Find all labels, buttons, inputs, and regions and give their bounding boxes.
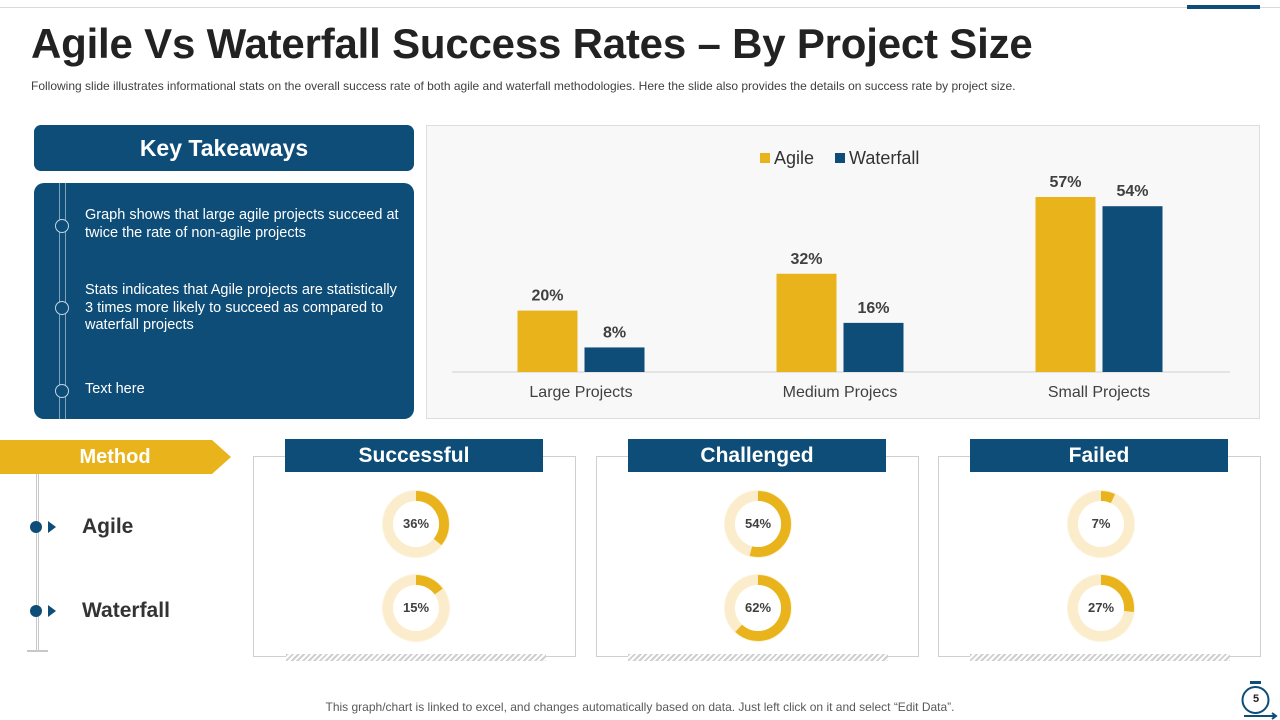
bar-data-label: 16%	[857, 300, 889, 317]
legend-label: Waterfall	[849, 148, 919, 168]
bar-chart[interactable]: Agile Waterfall 20% 8% Large Projects 32% 16% M…	[426, 125, 1260, 419]
category-header-challenged: Challenged	[628, 439, 886, 472]
page-number: 5	[1252, 693, 1260, 705]
method-label: Method	[79, 446, 151, 468]
donut-value-arc	[725, 575, 791, 641]
bar[interactable]	[1102, 206, 1163, 372]
x-tick-label: Large Projects	[529, 384, 632, 401]
donut-value-label: 27%	[1087, 600, 1115, 615]
method-timeline	[36, 474, 39, 650]
method-triangle-icon	[48, 605, 56, 617]
hatch-decoration	[286, 654, 546, 661]
donut-value-label: 54%	[744, 516, 772, 531]
legend-swatch	[835, 153, 845, 163]
method-timeline-base	[27, 650, 48, 652]
top-rule	[0, 7, 1280, 8]
bar[interactable]	[1035, 197, 1096, 372]
donut-hole	[393, 585, 439, 631]
method-row-label: Agile	[82, 515, 134, 538]
takeaway-text: Text here	[85, 381, 145, 397]
donut-chart-waterfall-failed[interactable]	[1065, 572, 1137, 644]
donut-value-arc	[1068, 491, 1134, 557]
page-title: Agile Vs Waterfall Success Rates – By Pr…	[31, 20, 1033, 67]
donut-hole	[393, 501, 439, 547]
method-arrow-shape	[0, 440, 231, 474]
chart-legend: Agile Waterfall	[760, 148, 919, 168]
donut-hole	[735, 585, 781, 631]
x-tick-label: Small Projects	[1048, 384, 1150, 401]
donut-chart-agile-challenged[interactable]	[722, 488, 794, 560]
x-tick-label: Medium Projecs	[783, 384, 898, 401]
donut-hole	[1078, 585, 1124, 631]
donut-value-arc	[383, 491, 449, 557]
method-dot	[30, 521, 42, 533]
timeline-dot	[55, 384, 69, 398]
donut-value-arc	[725, 491, 791, 557]
timeline-dot	[55, 301, 69, 315]
donut-value-label: 62%	[744, 600, 772, 615]
donut-value-arc	[1068, 575, 1134, 641]
takeaway-text: Graph shows that large agile projects su…	[85, 207, 399, 241]
hatch-decoration	[970, 654, 1230, 661]
bar[interactable]	[517, 310, 578, 372]
donut-hole	[735, 501, 781, 547]
donut-value-label: 36%	[402, 516, 430, 531]
category-header-failed: Failed	[970, 439, 1228, 472]
stopwatch-icon	[1241, 681, 1278, 720]
donut-chart-agile-failed[interactable]	[1065, 488, 1137, 560]
donut-hole	[1078, 501, 1124, 547]
bar[interactable]	[843, 322, 904, 372]
category-header-successful: Successful	[285, 439, 543, 472]
bar-chart-svg: Agile Waterfall 20% 8% Large Projects 32% 16% M…	[452, 148, 1230, 401]
method-dot	[30, 605, 42, 617]
bar-data-label: 20%	[531, 288, 563, 305]
timeline-dot	[55, 219, 69, 233]
donut-chart-agile-successful[interactable]	[380, 488, 452, 560]
key-takeaways-panel: Graph shows that large agile projects su…	[34, 183, 414, 419]
takeaway-text: Stats indicates that Agile projects are …	[85, 282, 397, 333]
hatch-decoration	[628, 654, 888, 661]
bar[interactable]	[584, 347, 645, 372]
legend-swatch	[760, 153, 770, 163]
bar-data-label: 32%	[790, 251, 822, 268]
method-row-label: Waterfall	[82, 599, 170, 622]
donut-value-arc	[383, 575, 449, 641]
legend-label: Agile	[774, 148, 814, 168]
donut-chart-waterfall-successful[interactable]	[380, 572, 452, 644]
donut-value-label: 7%	[1091, 516, 1111, 531]
top-accent-bar	[1187, 5, 1260, 9]
bar-data-label: 54%	[1116, 183, 1148, 200]
bar-data-label: 8%	[603, 324, 626, 341]
page-subtitle: Following slide illustrates informationa…	[31, 79, 1016, 93]
donut-chart-waterfall-challenged[interactable]	[722, 572, 794, 644]
key-takeaways-heading: Key Takeaways	[34, 125, 414, 171]
method-triangle-icon	[48, 521, 56, 533]
bar-data-label: 57%	[1049, 174, 1081, 191]
footnote: This graph/chart is linked to excel, and…	[325, 700, 955, 714]
donut-value-label: 15%	[402, 600, 430, 615]
bar[interactable]	[776, 273, 837, 372]
